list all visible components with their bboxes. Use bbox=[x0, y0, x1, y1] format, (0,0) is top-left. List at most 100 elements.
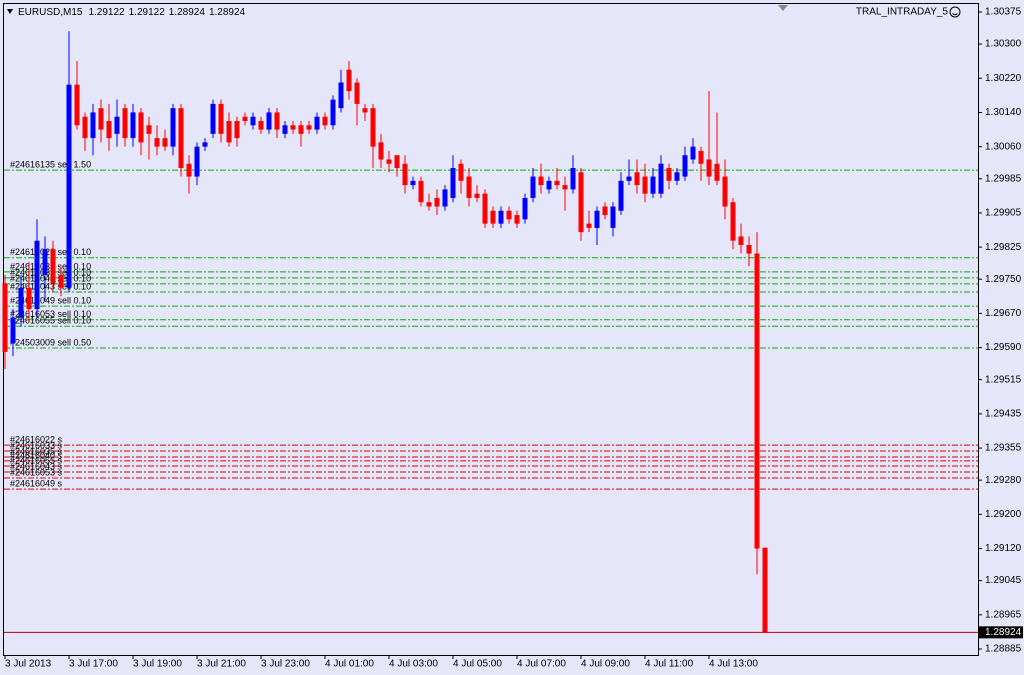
candle-body bbox=[82, 116, 88, 139]
candle-body bbox=[698, 150, 704, 164]
candle-body bbox=[146, 125, 152, 134]
y-tick-label: 1.30300 bbox=[985, 39, 1022, 50]
y-tick-label: 1.29670 bbox=[985, 308, 1022, 319]
candle-body bbox=[194, 146, 200, 177]
order-label: #24616055 sell 0.10 bbox=[10, 316, 91, 326]
candle-body bbox=[322, 116, 328, 126]
header-low: 1.28924 bbox=[169, 7, 206, 18]
candle-body bbox=[354, 82, 360, 104]
y-tick-label: 1.29590 bbox=[985, 342, 1022, 353]
chart-header: EURUSD,M15 1.29122 1.29122 1.28924 1.28924 bbox=[18, 7, 246, 18]
header-open: 1.29122 bbox=[88, 7, 125, 18]
candle-body bbox=[546, 180, 552, 190]
x-tick-label: 3 Jul 23:00 bbox=[261, 659, 310, 670]
symbol: EURUSD,M15 bbox=[18, 7, 83, 18]
candle-body bbox=[162, 138, 168, 147]
candle-body bbox=[482, 193, 488, 224]
y-tick-label: 1.30220 bbox=[985, 73, 1022, 84]
candle-body bbox=[490, 210, 496, 224]
candle-body bbox=[730, 202, 736, 241]
candle-body bbox=[250, 116, 256, 126]
candle-body bbox=[290, 125, 296, 130]
candle-body bbox=[90, 112, 96, 139]
order-label: #24616043 sell 0.10 bbox=[10, 281, 91, 291]
y-tick-label: 1.29120 bbox=[985, 543, 1022, 554]
candle-body bbox=[458, 163, 464, 181]
candle-body bbox=[26, 287, 32, 310]
header-close: 1.28924 bbox=[209, 7, 246, 18]
candle-body bbox=[426, 202, 432, 207]
order-label: #24616135 sell 1.50 bbox=[10, 160, 91, 170]
candle-body bbox=[210, 103, 216, 134]
candle-body bbox=[642, 176, 648, 194]
order-label: #24616043 s bbox=[10, 461, 63, 471]
candle-body bbox=[226, 120, 232, 143]
candle-body bbox=[418, 180, 424, 203]
candle-body bbox=[42, 249, 48, 275]
candle-body bbox=[586, 223, 592, 228]
y-tick-label: 1.28885 bbox=[985, 644, 1022, 655]
y-tick-label: 1.30375 bbox=[985, 7, 1022, 18]
candle-body bbox=[610, 206, 616, 228]
y-tick-label: 1.29200 bbox=[985, 509, 1022, 520]
candle-body bbox=[138, 112, 144, 143]
candle-body bbox=[2, 283, 8, 352]
y-tick-label: 1.30060 bbox=[985, 141, 1022, 152]
candle-body bbox=[330, 99, 336, 126]
candle-body bbox=[754, 253, 760, 549]
candle-body bbox=[362, 108, 368, 113]
candle-body bbox=[234, 120, 240, 139]
candle-body bbox=[218, 103, 224, 134]
candle-body bbox=[522, 197, 528, 220]
candle-body bbox=[18, 287, 24, 318]
x-tick-label: 3 Jul 21:00 bbox=[197, 659, 246, 670]
candle-body bbox=[650, 176, 656, 194]
candle-body bbox=[202, 142, 208, 147]
price-tag bbox=[979, 626, 1023, 639]
candle-body bbox=[506, 210, 512, 220]
candle-body bbox=[402, 163, 408, 186]
candle-body bbox=[538, 176, 544, 186]
candle-body bbox=[450, 168, 456, 198]
order-label: #24616040 s bbox=[10, 450, 63, 460]
menu-arrow[interactable] bbox=[7, 9, 13, 14]
candle-body bbox=[594, 210, 600, 228]
x-tick-label: 4 Jul 03:00 bbox=[389, 659, 438, 670]
candle-body bbox=[394, 155, 400, 169]
y-tick-label: 1.29045 bbox=[985, 575, 1022, 586]
candle-body bbox=[298, 125, 304, 134]
candle-body bbox=[114, 116, 120, 134]
candle-body bbox=[514, 215, 520, 224]
candle-body bbox=[242, 116, 248, 121]
candle-body bbox=[746, 244, 752, 254]
candle-body bbox=[706, 159, 712, 177]
expert-icon[interactable] bbox=[949, 6, 961, 18]
x-tick-label: 4 Jul 13:00 bbox=[709, 659, 758, 670]
y-tick-label: 1.29435 bbox=[985, 409, 1022, 420]
candle-body bbox=[578, 172, 584, 233]
candle-body bbox=[306, 125, 312, 130]
order-label: #24616035 s bbox=[10, 446, 63, 456]
candle-body bbox=[722, 176, 728, 207]
candle-body bbox=[410, 180, 416, 186]
candle-body bbox=[570, 168, 576, 190]
x-tick-label: 4 Jul 07:00 bbox=[517, 659, 566, 670]
candle-body bbox=[738, 236, 744, 245]
chart-shift-marker[interactable] bbox=[778, 5, 788, 11]
x-tick-label: 4 Jul 09:00 bbox=[581, 659, 630, 670]
candle-body bbox=[386, 159, 392, 164]
y-tick-label: 1.29905 bbox=[985, 208, 1022, 219]
candle-body bbox=[434, 197, 440, 207]
candle-body bbox=[186, 163, 192, 177]
candle-body bbox=[258, 120, 264, 130]
candle-body bbox=[74, 84, 80, 126]
candle-body bbox=[122, 108, 128, 139]
candle-body bbox=[554, 180, 560, 186]
candle-body bbox=[498, 210, 504, 224]
header-high: 1.29122 bbox=[129, 7, 166, 18]
candle-body bbox=[338, 82, 344, 109]
x-tick-label: 4 Jul 01:00 bbox=[325, 659, 374, 670]
order-label: #24616049 sell 0.10 bbox=[10, 295, 91, 305]
candle-body bbox=[274, 112, 280, 130]
expert-name: TRAL_INTRADAY_5 bbox=[856, 7, 949, 18]
